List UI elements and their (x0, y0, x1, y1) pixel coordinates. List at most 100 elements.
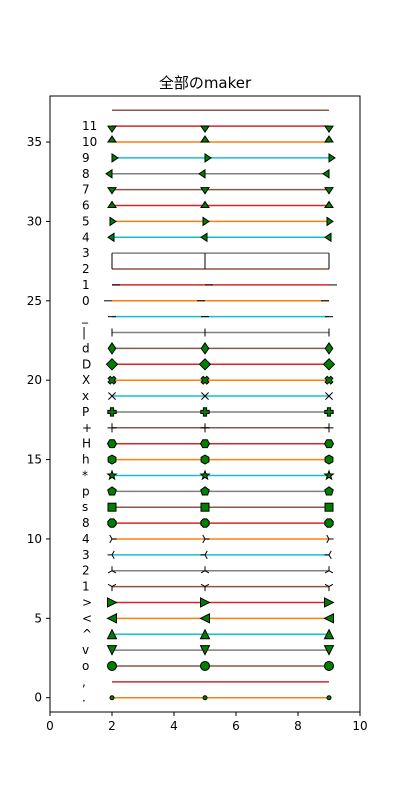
series-label: 3 (82, 246, 90, 260)
series-21 (107, 359, 335, 370)
marker-tri_up (201, 566, 209, 573)
marker-tri_down (325, 584, 333, 591)
marker-pentagon (108, 487, 117, 495)
marker-caretleft (325, 233, 331, 241)
marker-caretup (325, 202, 333, 208)
marker-caretdownbase (325, 126, 333, 132)
marker-point (327, 696, 331, 700)
series-30 (110, 217, 333, 225)
series-label: < (82, 611, 92, 625)
marker-caretleft (108, 233, 114, 241)
series-label: P (82, 405, 89, 419)
marker-pentagon (325, 487, 334, 495)
x-tick-label: 10 (352, 719, 367, 733)
series-label: p (82, 484, 90, 498)
marker-caretdown (201, 188, 209, 194)
series-13 (108, 487, 334, 495)
marker-octagon (325, 519, 333, 527)
marker-diamond (200, 359, 211, 370)
series-label: v (82, 643, 89, 657)
marker-octagon (108, 519, 116, 527)
marker-caretrightbase (205, 154, 211, 162)
marker-hexagon1 (108, 455, 116, 464)
marker-caretupbase (325, 136, 333, 142)
marker-triangle_right (325, 598, 334, 607)
series-33 (106, 170, 329, 178)
marker-caretright (327, 217, 333, 225)
marker-thin_diamond (325, 343, 333, 354)
series-23 (112, 329, 329, 337)
series-label: 2 (82, 262, 90, 276)
marker-caretup (201, 202, 209, 208)
x-tick-label: 0 (46, 719, 54, 733)
marker-point (110, 696, 114, 700)
marker-star (201, 471, 210, 479)
series-label: 5 (82, 214, 90, 228)
marker-caretupbase (201, 136, 209, 142)
series-label: 1 (82, 278, 90, 292)
series-7 (108, 584, 333, 591)
series-label: 10 (82, 135, 97, 149)
marker-plus (325, 423, 334, 432)
marker-plus_filled (108, 408, 116, 416)
series-19 (108, 392, 332, 399)
marker-caretleftbase (199, 170, 205, 178)
marker-tri_left (325, 551, 332, 559)
marker-caretupbase (108, 136, 116, 142)
marker-plus (108, 423, 117, 432)
series-label: . (82, 691, 86, 705)
series-27 (112, 255, 329, 269)
y-tick-label: 20 (27, 373, 42, 387)
series-20 (108, 376, 333, 384)
series-label: 3 (82, 548, 90, 562)
x-tick-label: 6 (232, 719, 240, 733)
series-11 (108, 519, 333, 527)
marker-star (325, 471, 334, 479)
marker-circle (108, 661, 117, 670)
series-18 (108, 408, 333, 416)
series-label: d (82, 341, 90, 355)
series-label: 0 (82, 294, 90, 308)
marker-octagon (201, 519, 209, 527)
series-label: 8 (82, 167, 90, 181)
series-label: x (82, 389, 89, 403)
marker-caretrightbase (329, 154, 335, 162)
marker-caretright (203, 217, 209, 225)
series-label: 4 (82, 230, 90, 244)
series-label: 9 (82, 151, 90, 165)
series-31 (108, 202, 333, 208)
series-4 (108, 630, 334, 639)
marker-tri_up (108, 566, 116, 573)
marker-plus_filled (201, 408, 209, 416)
series-label: H (82, 437, 91, 451)
marker-x_filled (108, 376, 116, 384)
y-tick-label: 0 (34, 691, 42, 705)
marker-caretdown (108, 188, 116, 194)
series-label: 11 (82, 119, 97, 133)
marker-caretdownbase (201, 126, 209, 132)
plot-area (104, 110, 337, 699)
marker-caretright (110, 217, 116, 225)
marker-point (203, 696, 207, 700)
x-tick-label: 2 (108, 719, 116, 733)
marker-triangle_left (108, 614, 117, 623)
marker-triangle_left (201, 614, 210, 623)
series-label: o (82, 659, 89, 673)
marker-caretleftbase (106, 170, 112, 178)
marker-triangle_right (201, 598, 210, 607)
series-28 (112, 253, 329, 267)
marker-diamond (324, 359, 335, 370)
marker-plus (201, 423, 210, 432)
series-36 (108, 126, 333, 132)
marker-caretdownbase (108, 126, 116, 132)
y-tick-label: 25 (27, 294, 42, 308)
series-label: X (82, 373, 90, 387)
series-35 (108, 136, 333, 142)
series-label: , (82, 675, 86, 689)
series-label: D (82, 357, 91, 371)
series-2 (108, 661, 334, 670)
series-label: _ (81, 310, 89, 324)
series-label: 1 (82, 580, 90, 594)
marker-caretleft (201, 233, 207, 241)
